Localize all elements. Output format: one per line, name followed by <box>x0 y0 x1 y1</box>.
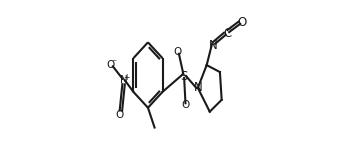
Text: O: O <box>174 47 182 57</box>
Text: C: C <box>223 27 231 40</box>
Text: N: N <box>120 75 127 85</box>
Text: O: O <box>181 100 190 110</box>
Text: N: N <box>194 81 203 94</box>
Text: ⁻: ⁻ <box>111 58 116 68</box>
Text: S: S <box>181 69 188 82</box>
Text: N: N <box>209 39 218 52</box>
Text: O: O <box>237 16 247 29</box>
Text: O: O <box>107 60 115 70</box>
Text: O: O <box>115 110 124 120</box>
Text: +: + <box>123 73 129 82</box>
